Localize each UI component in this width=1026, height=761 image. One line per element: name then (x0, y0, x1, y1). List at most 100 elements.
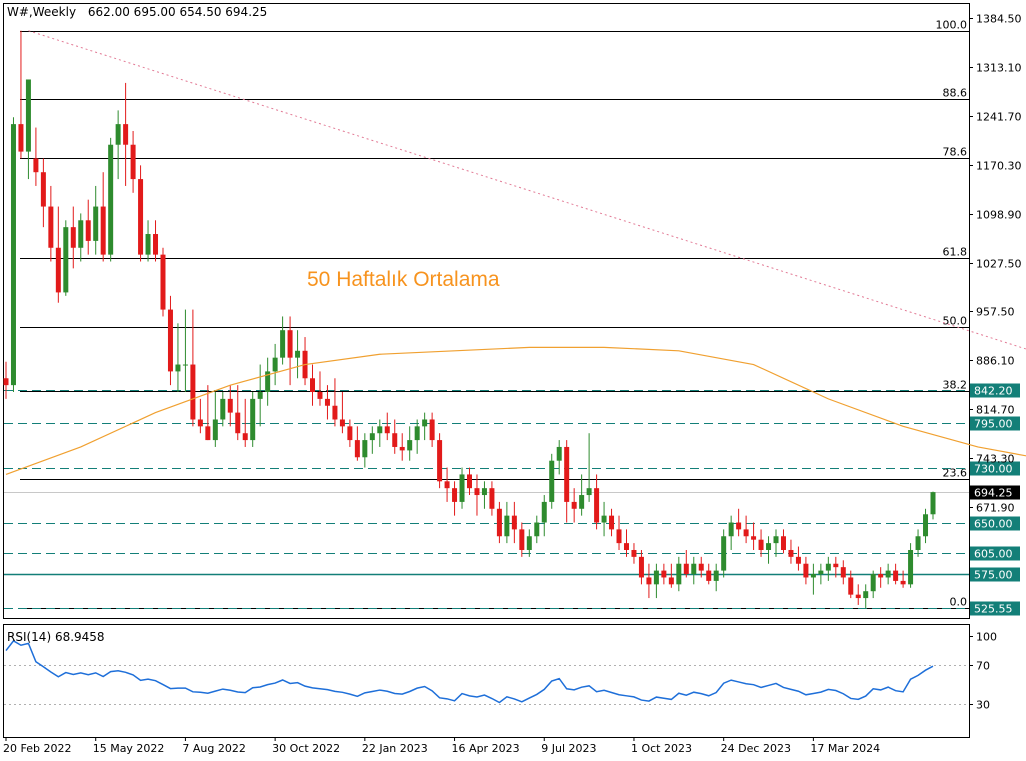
candle-body (235, 412, 241, 434)
candle-body (414, 426, 420, 441)
ma-annotation: 50 Haftalık Ortalama (307, 268, 500, 291)
candle-body (541, 501, 547, 523)
candle-body (175, 364, 181, 372)
candle-body (332, 405, 338, 420)
candle-body (795, 556, 801, 564)
level-tag-text: 650.00 (974, 518, 1013, 531)
candle-body (212, 419, 218, 441)
fib-label: 0.0 (950, 596, 968, 609)
candle-body (3, 378, 9, 386)
candle-body (668, 577, 674, 585)
candle-body (452, 488, 458, 502)
candles (3, 30, 936, 609)
level-tag-text: 842.20 (974, 385, 1013, 398)
candle-body (347, 426, 353, 441)
time-axis: 20 Feb 2022 15 May 2022 7 Aug 2022 30 Oct 2… (3, 737, 880, 755)
candle-body (100, 206, 106, 255)
rsi-tick-label: 70 (976, 660, 990, 673)
price-tick-label: 743.30 (976, 453, 1015, 466)
candle-body (422, 419, 428, 427)
candle-body (586, 488, 592, 496)
ohlc-label: 662.00 695.00 654.50 694.25 (88, 5, 267, 19)
candle-body (25, 79, 31, 152)
candle-body (863, 591, 869, 599)
candle-body (369, 433, 375, 441)
price-axis: 842.20 795.00 730.00 650.00 605.00 575.00 525.… (969, 13, 1022, 616)
candle-body (182, 364, 188, 366)
candle-body (265, 371, 271, 393)
fib-label: 50.0 (943, 315, 968, 328)
candle-body (78, 220, 84, 248)
candle-body (257, 392, 263, 399)
candle-body (138, 179, 144, 255)
fib-label: 78.6 (943, 146, 968, 159)
price-tick-label: 1170.30 (976, 160, 1022, 173)
price-tick-label: 886.10 (976, 355, 1015, 368)
price-tick-label: 671.90 (976, 502, 1015, 515)
candle-body (564, 446, 570, 502)
candle-body (407, 440, 413, 451)
candle-body (676, 563, 682, 585)
candle-body (766, 543, 772, 550)
current-price-text: 694.25 (974, 487, 1013, 500)
time-tick-label: 30 Oct 2022 (272, 742, 340, 755)
candle-body (870, 574, 876, 592)
candle-body (310, 378, 316, 393)
price-tick-label: 1313.10 (976, 62, 1022, 75)
candle-body (242, 433, 248, 441)
candle-body (354, 440, 360, 458)
candle-body (900, 580, 906, 585)
candle-body (437, 440, 443, 482)
candle-body (594, 488, 600, 523)
candle-body (115, 124, 121, 145)
time-tick-label: 22 Jan 2023 (362, 742, 428, 755)
candle-body (496, 508, 502, 537)
time-tick-label: 7 Aug 2022 (182, 742, 245, 755)
candle-body (377, 426, 383, 434)
time-tick-label: 17 Mar 2024 (810, 742, 880, 755)
candle-body (848, 577, 854, 595)
candle-body (250, 398, 256, 441)
price-tick-label: 1384.50 (976, 13, 1022, 26)
level-tag (970, 601, 1020, 616)
candle-body (130, 144, 136, 180)
candle-body (280, 330, 286, 358)
candle-body (197, 419, 203, 427)
level-tag-text: 575.00 (974, 569, 1013, 582)
candle-body (392, 433, 398, 447)
candle-body (661, 570, 667, 578)
candle-body (399, 446, 405, 451)
candle-body (459, 474, 465, 502)
rsi-tick-label: 30 (976, 699, 990, 712)
time-tick-label: 15 May 2022 (93, 742, 165, 755)
price-tick-label: 1027.50 (976, 258, 1022, 271)
rsi-label: RSI(14) 68.9458 (7, 630, 105, 644)
candle-body (855, 594, 861, 599)
candle-body (287, 330, 293, 358)
candle-body (840, 567, 846, 578)
candle-body (123, 124, 129, 145)
candle-body (773, 536, 779, 544)
candle-body (736, 522, 742, 530)
candle-body (721, 536, 727, 571)
candle-body (825, 563, 831, 571)
candle-body (153, 234, 159, 255)
candle-body (601, 515, 607, 523)
candle-body (444, 481, 450, 489)
candle-body (489, 488, 495, 509)
level-tag (970, 516, 1020, 531)
candle-body (698, 563, 704, 571)
candle-body (549, 460, 555, 502)
rsi-tick-label: 100 (976, 631, 997, 644)
candle-body (227, 398, 233, 413)
candle-body (511, 515, 517, 530)
candle-body (915, 536, 921, 550)
candle-body (571, 501, 577, 509)
price-tick-label: 1241.70 (976, 111, 1022, 124)
symbol-label: W#,Weekly (7, 5, 76, 19)
level-tag (970, 383, 1020, 398)
candle-body (893, 570, 899, 581)
candle-body (190, 364, 196, 420)
fib-label: 88.6 (943, 87, 968, 100)
